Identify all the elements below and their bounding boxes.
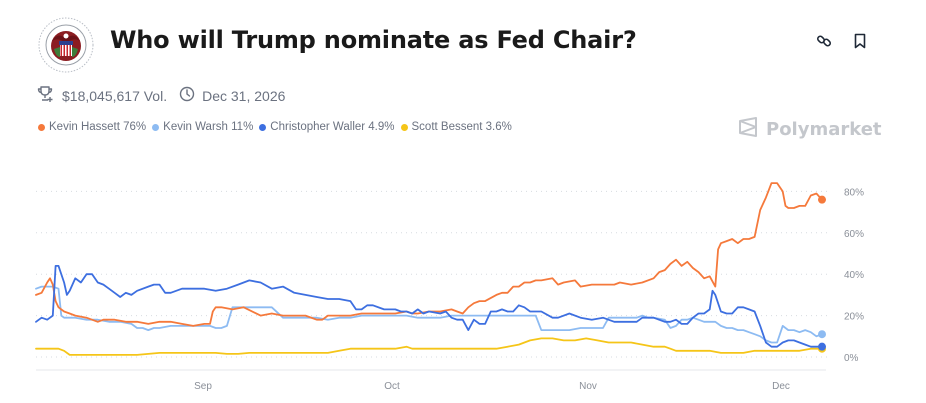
market-meta: $18,045,617 Vol. Dec 31, 2026 — [37, 85, 297, 106]
legend-dot — [400, 123, 408, 131]
series-line-scott-bessent — [35, 337, 823, 356]
legend-dot — [152, 123, 160, 131]
legend-entry: Christopher Waller 4.9% — [259, 121, 395, 133]
volume-info: $18,045,617 Vol. — [37, 85, 167, 106]
legend-dot — [259, 123, 267, 131]
x-tick-label: Dec — [772, 381, 790, 392]
y-tick-label: 40% — [844, 270, 864, 281]
x-tick-label: Sep — [194, 381, 212, 392]
y-tick-label: 80% — [844, 187, 864, 198]
header-actions — [815, 32, 869, 50]
legend-dot — [38, 123, 45, 131]
y-tick-label: 60% — [844, 229, 864, 240]
legend-entry: Scott Bessent 3.6% — [400, 121, 512, 133]
legend-label: Scott Bessent 3.6% — [411, 121, 512, 133]
series-end-marker — [818, 195, 826, 204]
bookmark-icon[interactable] — [851, 32, 869, 50]
clock-icon — [179, 86, 195, 105]
legend-label: Kevin Warsh 11% — [163, 121, 254, 133]
price-history-chart: 0% 20% 40% 60% 80% Sep Oct Nov Dec — [35, 182, 864, 392]
trophy-icon — [37, 85, 55, 106]
end-date-text: Dec 31, 2026 — [202, 87, 286, 104]
series-line-christopher-waller — [35, 265, 823, 348]
series-end-marker — [818, 342, 826, 351]
x-tick-label: Nov — [579, 381, 597, 392]
series-end-marker — [818, 330, 826, 339]
volume-text: $18,045,617 Vol. — [62, 87, 168, 104]
y-tick-label: 20% — [844, 312, 864, 323]
chart-legend: Kevin Hassett 76% Kevin Warsh 11% Christop… — [38, 121, 518, 133]
y-tick-label: 0% — [844, 353, 859, 364]
legend-label: Kevin Hassett 76% — [49, 121, 147, 133]
polymarket-brand: Polymarket — [738, 117, 882, 142]
polymarket-logo-icon — [738, 117, 758, 142]
page-title: Who will Trump nominate as Fed Chair? — [110, 26, 637, 54]
series-line-kevin-warsh — [35, 285, 823, 344]
polymarket-name: Polymarket — [766, 119, 882, 140]
legend-label: Christopher Waller 4.9% — [270, 121, 395, 133]
end-date-info: Dec 31, 2026 — [179, 86, 285, 105]
legend-entry: Kevin Hassett 76% — [38, 121, 146, 133]
fed-seal-logo — [38, 17, 94, 73]
x-tick-label: Oct — [384, 381, 400, 392]
link-icon[interactable] — [815, 32, 833, 50]
legend-entry: Kevin Warsh 11% — [152, 121, 253, 133]
series-line-kevin-hassett — [35, 182, 823, 327]
